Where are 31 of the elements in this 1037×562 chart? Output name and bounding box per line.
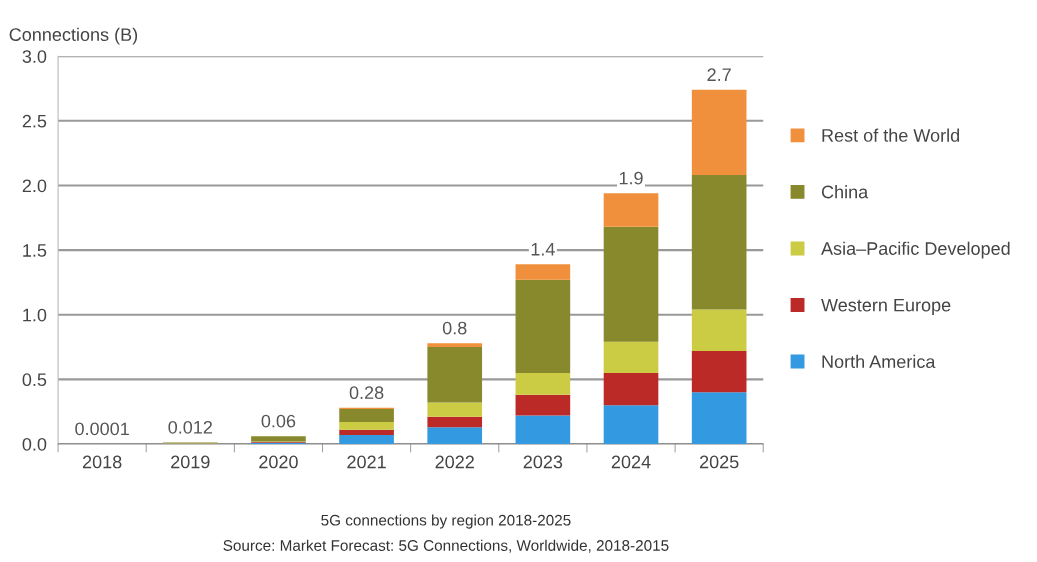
total-label: 1.4	[531, 242, 555, 256]
source-note: Source: Market Forecast: 5G Connections, Worldwide, 2018-2015	[223, 539, 669, 553]
x-tick-label: 2022	[435, 455, 474, 469]
y-tick-label: 1.5	[23, 244, 47, 257]
legend-label: China	[821, 185, 869, 199]
x-tick-label: 2024	[611, 455, 651, 469]
y-tick-label: 2.5	[22, 114, 47, 128]
total-label: 0.8	[442, 321, 467, 335]
total-label: 1.9	[619, 171, 643, 185]
y-tick-label: 2.0	[22, 179, 47, 193]
text: 5G connections by region 2018-2025	[321, 514, 571, 529]
x-tick-label: 2018	[82, 455, 122, 469]
y-tick-label: 3.0	[22, 50, 47, 63]
total-label: 2.7	[707, 68, 731, 81]
legend-label: Western Europe	[821, 298, 951, 316]
y-tick-label: 1.0	[23, 308, 47, 322]
x-tick-label: 2025	[699, 455, 739, 469]
y-tick-label: 0.5	[22, 373, 47, 387]
total-label: 0.06	[261, 414, 296, 428]
x-tick-label: 2023	[523, 455, 563, 469]
legend-label: North America	[822, 354, 936, 369]
total-label: 0.28	[349, 386, 384, 400]
y-tick-label: 0.0	[22, 437, 47, 451]
y-axis-title: Connections (B)	[9, 27, 138, 45]
legend-label: Rest of the World	[822, 128, 960, 142]
total-label: 0.012	[168, 420, 212, 434]
x-tick-label: 2020	[259, 455, 298, 469]
x-tick-label: 2019	[171, 455, 210, 469]
x-tick-label: 2021	[347, 455, 386, 469]
legend-label: Asia–Pacific Developed	[821, 241, 1010, 259]
total-label: 0.0001	[75, 422, 129, 436]
